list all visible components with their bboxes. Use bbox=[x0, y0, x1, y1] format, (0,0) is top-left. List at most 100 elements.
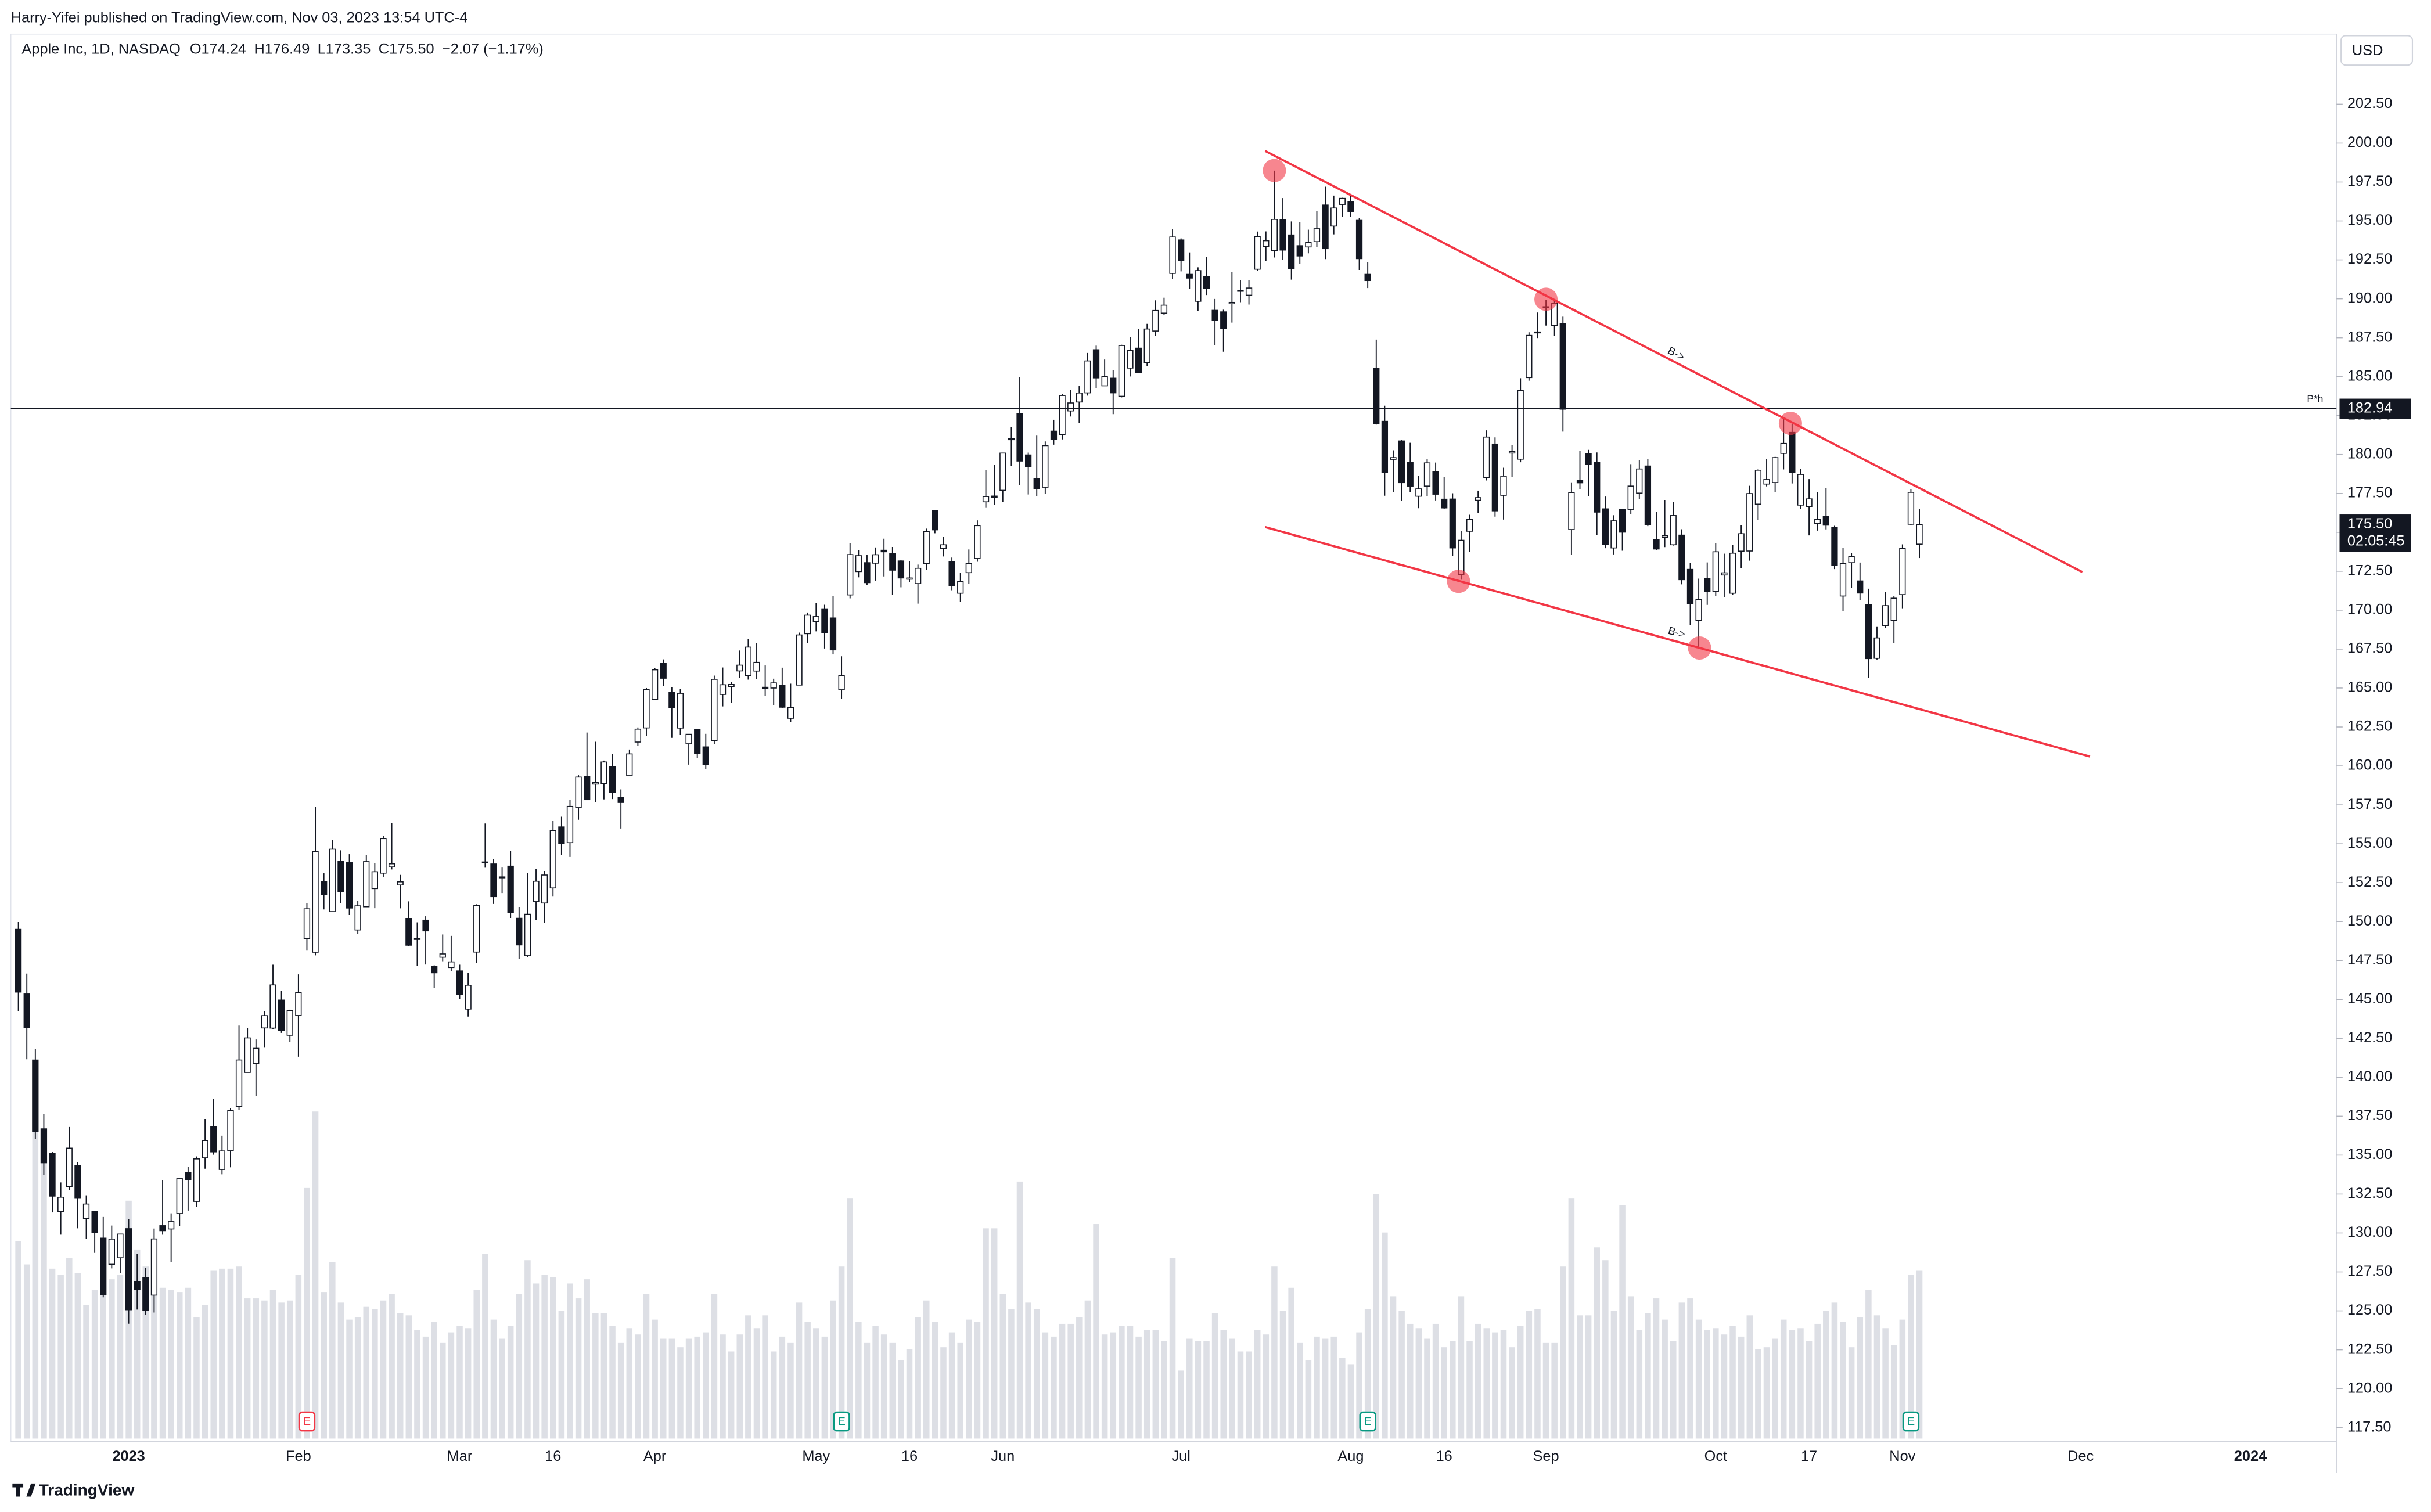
candle-body bbox=[711, 679, 718, 741]
volume-bar bbox=[796, 1302, 803, 1439]
candle-body bbox=[516, 917, 523, 946]
x-tick-label: Apr bbox=[643, 1448, 667, 1464]
candle-body bbox=[413, 938, 421, 940]
candle-body bbox=[1441, 498, 1448, 509]
volume-bar bbox=[855, 1322, 862, 1439]
currency-box[interactable] bbox=[2340, 35, 2414, 66]
volume-bar bbox=[159, 1287, 166, 1439]
earnings-marker[interactable] bbox=[298, 1411, 316, 1432]
volume-bar bbox=[465, 1328, 472, 1439]
candle-body bbox=[957, 581, 964, 594]
volume-bar bbox=[422, 1336, 429, 1439]
volume-bar bbox=[541, 1275, 548, 1439]
drawing-layer bbox=[10, 150, 2337, 758]
candle-body bbox=[134, 1281, 141, 1290]
volume-bar bbox=[253, 1298, 260, 1439]
volume-bar bbox=[1865, 1290, 1872, 1439]
volume-bar bbox=[363, 1306, 370, 1439]
candle-body bbox=[974, 525, 981, 559]
candle-body bbox=[286, 1010, 293, 1036]
brand-logo bbox=[12, 1483, 36, 1497]
candle-body bbox=[1024, 454, 1032, 467]
candle-body bbox=[1653, 539, 1660, 550]
volume-bar bbox=[473, 1290, 480, 1439]
candle-body bbox=[1729, 552, 1736, 594]
candle-body bbox=[889, 553, 896, 571]
legend-line: Apple Inc, 1D, NASDAQ O174.24 H176.49 L173.… bbox=[21, 41, 543, 57]
candle-body bbox=[1873, 637, 1880, 659]
candle-body bbox=[57, 1196, 64, 1212]
candle-body bbox=[1763, 479, 1770, 485]
volume-bar bbox=[41, 1128, 47, 1439]
touch-point bbox=[1534, 287, 1558, 311]
candle-body bbox=[1220, 311, 1227, 329]
candle-body bbox=[227, 1110, 234, 1151]
candle-body bbox=[906, 577, 913, 580]
volume-bar bbox=[1186, 1338, 1193, 1439]
candle-body bbox=[600, 761, 607, 784]
x-tick-label: Mar bbox=[447, 1448, 473, 1464]
candle-body bbox=[218, 1150, 225, 1170]
candle-body bbox=[1135, 347, 1142, 373]
candle-body bbox=[1754, 470, 1762, 505]
candle-body bbox=[660, 663, 667, 679]
volume-bar bbox=[32, 1128, 39, 1439]
volume-bar bbox=[1161, 1341, 1167, 1439]
volume-bar bbox=[1407, 1323, 1414, 1439]
volume-bar bbox=[414, 1330, 420, 1439]
volume-bar bbox=[1084, 1300, 1091, 1439]
candle-body bbox=[1721, 572, 1728, 576]
candle-body bbox=[269, 984, 276, 1029]
candle-body bbox=[1839, 563, 1847, 597]
candle-body bbox=[125, 1228, 132, 1311]
volume-bar bbox=[1246, 1351, 1252, 1439]
y-tick-label: 127.50 bbox=[2347, 1263, 2393, 1279]
volume-layer bbox=[15, 1111, 1923, 1439]
y-tick-label: 172.50 bbox=[2347, 563, 2393, 579]
candle-body bbox=[1899, 548, 1906, 595]
volume-bar bbox=[1195, 1341, 1202, 1439]
volume-bar bbox=[1627, 1296, 1634, 1439]
trendline bbox=[1264, 525, 2091, 758]
y-tick-label: 147.50 bbox=[2347, 952, 2393, 968]
last-price-label: 175.50 bbox=[2347, 516, 2393, 532]
earnings-marker[interactable] bbox=[833, 1411, 850, 1432]
candle-body bbox=[1067, 402, 1074, 412]
y-tick-label: 135.00 bbox=[2347, 1146, 2393, 1162]
candle-body bbox=[923, 531, 930, 564]
volume-bar bbox=[1127, 1326, 1134, 1439]
volume-bar bbox=[736, 1334, 743, 1439]
candle-body bbox=[507, 865, 514, 913]
volume-bar bbox=[1746, 1315, 1753, 1439]
candle-layer bbox=[15, 170, 1923, 1324]
volume-bar bbox=[1296, 1342, 1303, 1439]
volume-bar bbox=[1492, 1332, 1498, 1439]
candle-body bbox=[261, 1015, 268, 1029]
candle-body bbox=[1568, 492, 1575, 530]
x-tick-label: 17 bbox=[1801, 1448, 1817, 1464]
candle-body bbox=[872, 554, 879, 564]
candle-body bbox=[397, 881, 404, 885]
candle-body bbox=[1143, 328, 1150, 363]
candle-body bbox=[566, 805, 574, 844]
candle-body bbox=[422, 919, 429, 932]
volume-bar bbox=[770, 1351, 777, 1439]
volume-bar bbox=[1364, 1309, 1371, 1439]
volume-bar bbox=[100, 1255, 106, 1439]
volume-bar bbox=[321, 1292, 327, 1439]
volume-bar bbox=[91, 1290, 98, 1439]
y-tick-label: 177.50 bbox=[2347, 484, 2393, 501]
volume-bar bbox=[304, 1187, 310, 1439]
candle-body bbox=[1916, 524, 1923, 545]
earnings-marker[interactable] bbox=[1359, 1411, 1376, 1432]
x-tick-label: Jun bbox=[991, 1448, 1015, 1464]
earnings-marker[interactable] bbox=[1902, 1411, 1920, 1432]
volume-bar bbox=[779, 1336, 786, 1439]
volume-bar bbox=[1645, 1313, 1651, 1439]
volume-bar bbox=[1373, 1194, 1380, 1439]
candle-body bbox=[1355, 219, 1363, 260]
volume-bar bbox=[1687, 1298, 1693, 1439]
candle-body bbox=[1152, 309, 1159, 332]
volume-bar bbox=[1542, 1342, 1549, 1439]
